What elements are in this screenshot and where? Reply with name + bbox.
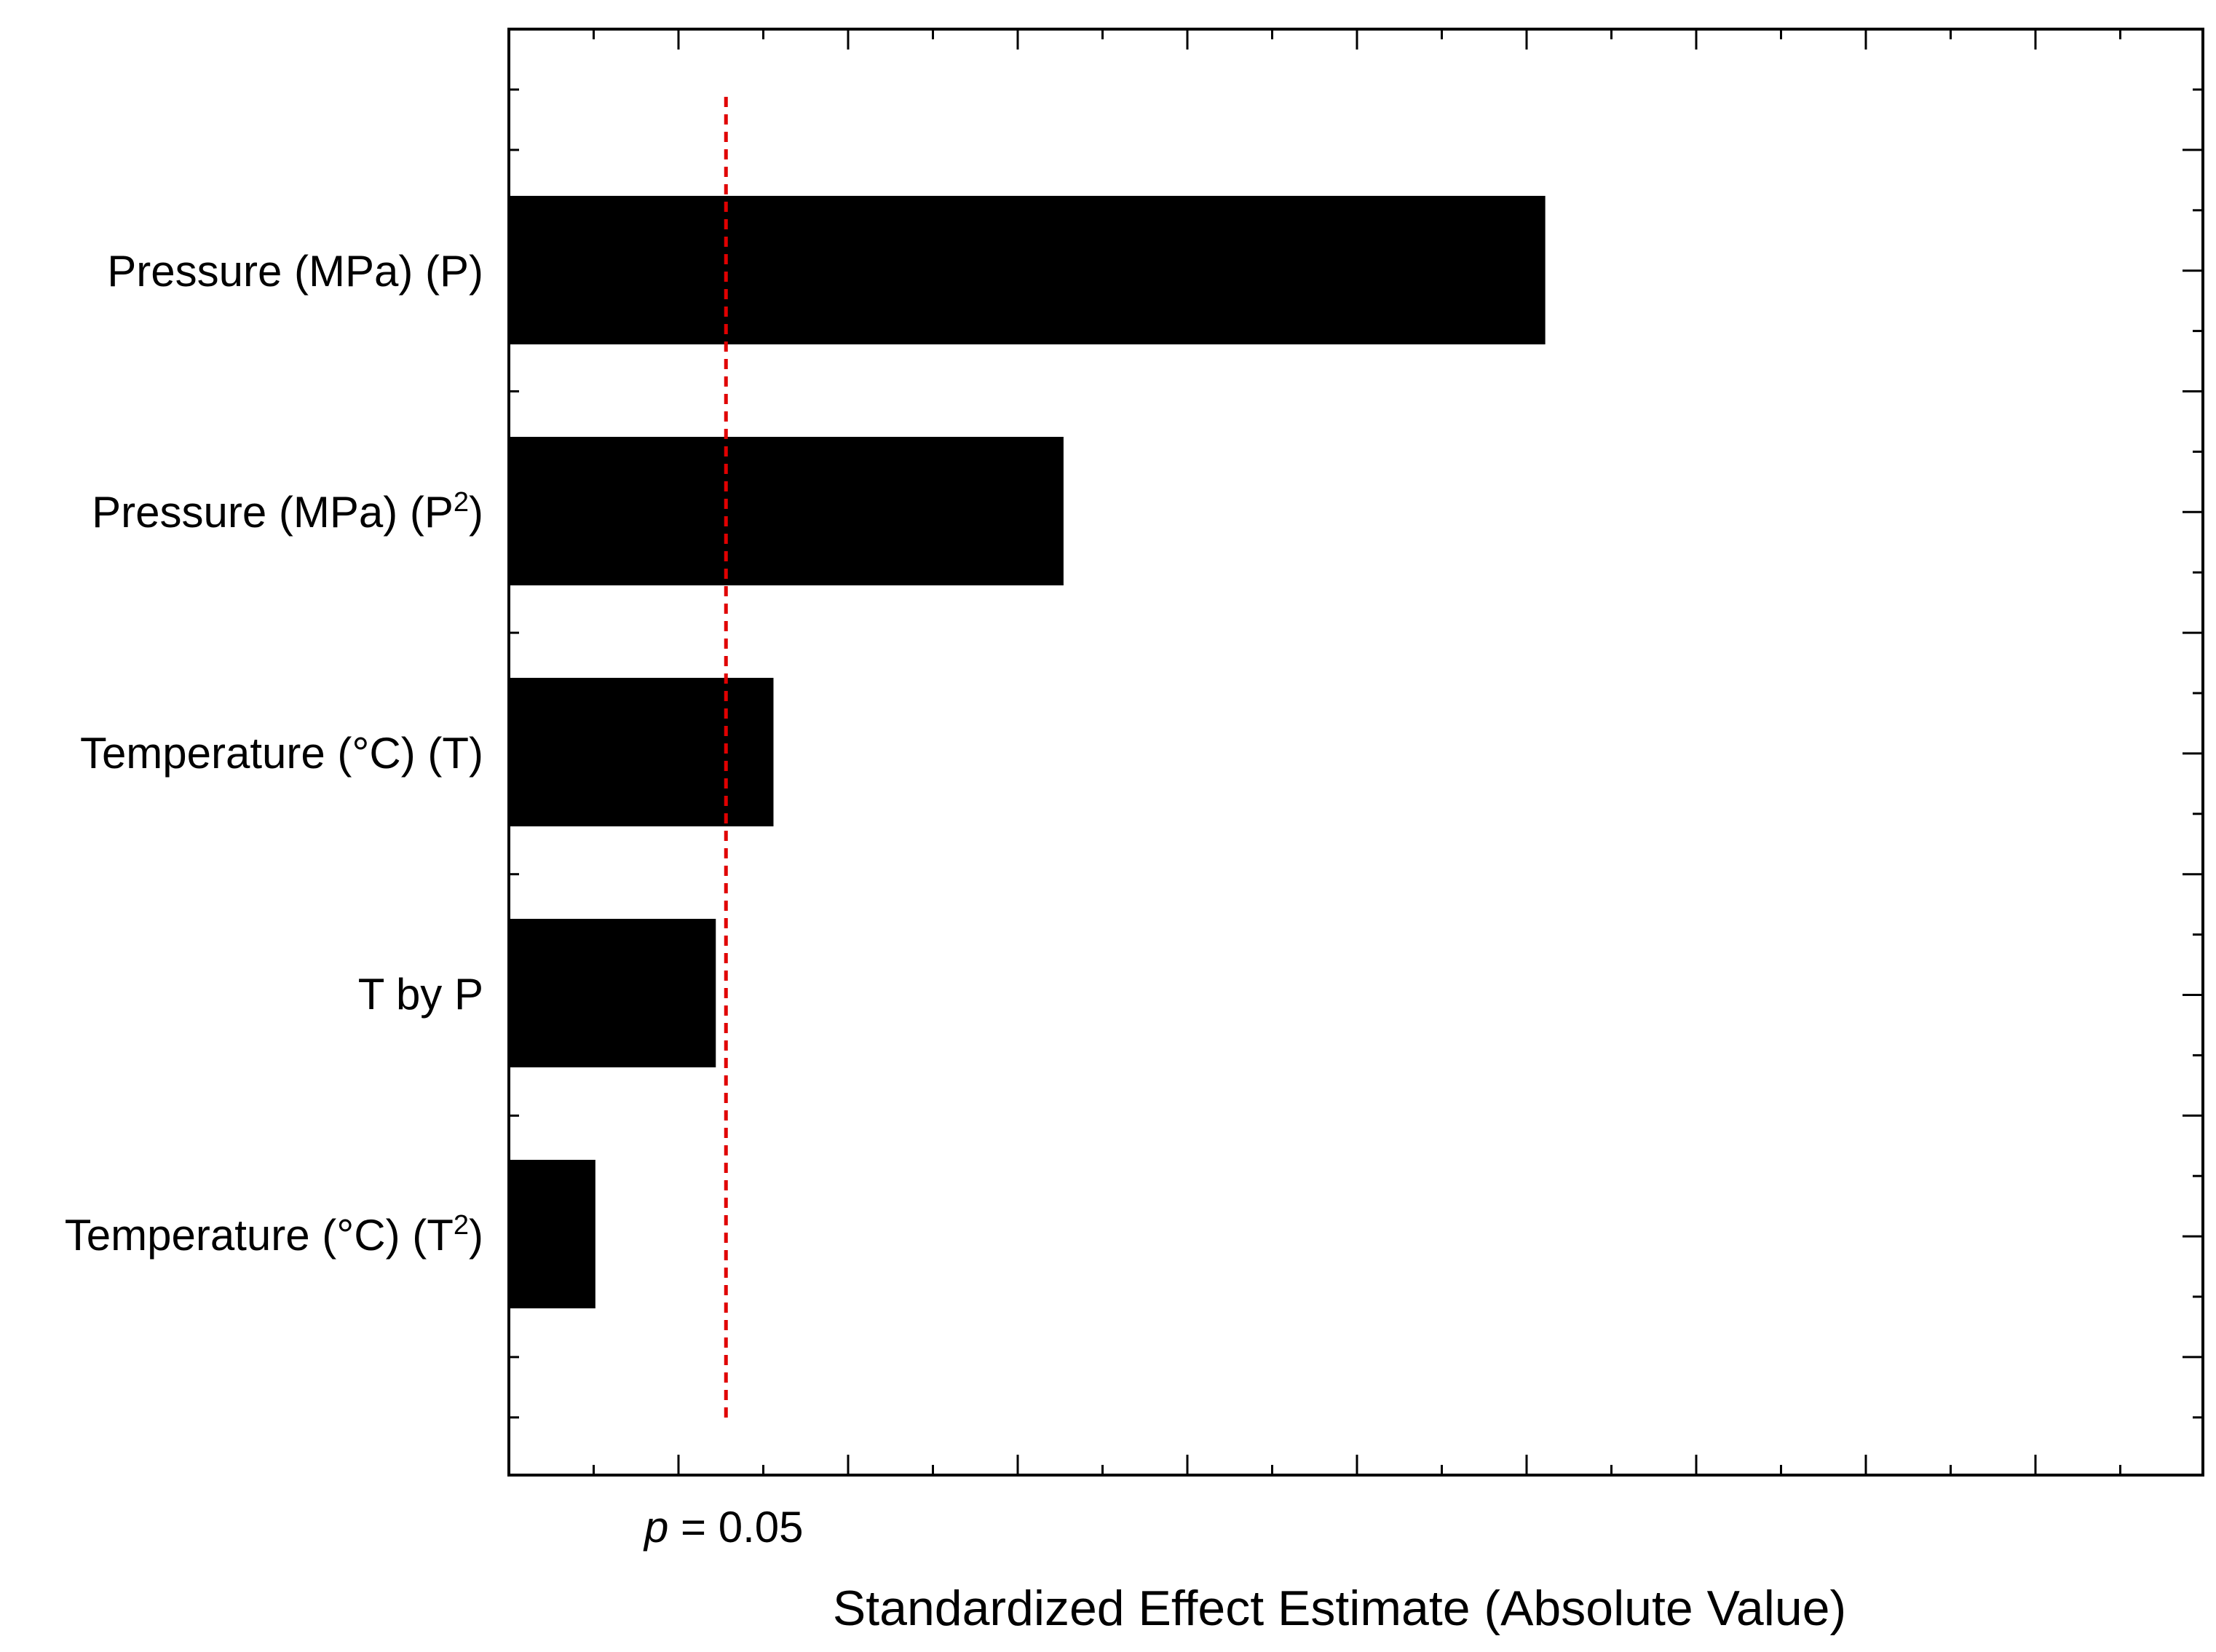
category-label-text: Pressure (MPa) (P — [92, 488, 454, 537]
bar-2 — [509, 437, 1064, 585]
category-label-tail: ) — [469, 1211, 483, 1260]
category-label-superscript: 2 — [454, 1210, 469, 1241]
x-axis-label: Standardized Effect Estimate (Absolute V… — [833, 1581, 1846, 1636]
significance-label-p: p — [643, 1503, 668, 1552]
category-label-tail: ) — [469, 488, 483, 537]
plot-frame — [507, 28, 2204, 1477]
category-label-3: Temperature (°C) (T) — [80, 729, 483, 778]
category-labels: Pressure (MPa) (P)Pressure (MPa) (P2)Tem… — [65, 247, 483, 1260]
category-label-1: Pressure (MPa) (P) — [107, 247, 483, 296]
category-label-text: Temperature (°C) (T) — [80, 729, 483, 778]
significance-label: p = 0.05 — [643, 1503, 804, 1552]
category-label-text: Temperature (°C) (T — [65, 1211, 454, 1260]
category-label-text: T by P — [358, 970, 483, 1019]
category-label-superscript: 2 — [454, 487, 469, 518]
bar-4 — [509, 919, 716, 1067]
bar-3 — [509, 678, 774, 826]
bar-1 — [509, 196, 1546, 344]
category-label-4: T by P — [358, 970, 483, 1019]
bar-5 — [509, 1160, 595, 1308]
significance-label-value: = 0.05 — [668, 1503, 803, 1552]
bars — [509, 196, 1546, 1308]
category-label-text: Pressure (MPa) (P) — [107, 247, 483, 296]
category-label-2: Pressure (MPa) (P2) — [92, 487, 483, 537]
x-axis-ticks — [593, 29, 2121, 1475]
category-label-5: Temperature (°C) (T2) — [65, 1210, 483, 1260]
